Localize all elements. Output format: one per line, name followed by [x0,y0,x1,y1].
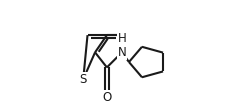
Text: O: O [102,91,111,104]
Text: H: H [118,32,126,45]
Text: N: N [118,46,126,59]
Text: S: S [80,73,87,86]
